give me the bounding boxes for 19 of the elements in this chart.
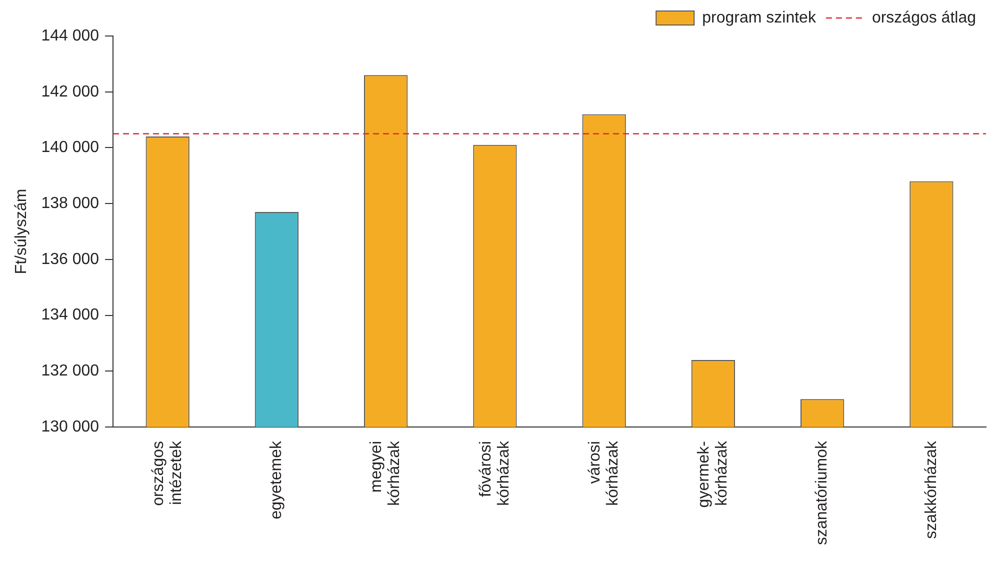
y-tick-label: 142 000 (41, 83, 100, 100)
y-tick-label: 136 000 (41, 250, 100, 268)
x-tick-label: országos intézetek (150, 440, 185, 506)
y-tick-label: 140 000 (41, 139, 100, 156)
legend-label: program szintek (702, 9, 817, 26)
x-tick-label: megyei kórházak (368, 440, 404, 506)
x-tick-label: szakkórházak (922, 440, 940, 539)
y-axis-title: Ft/súlyszám (13, 188, 30, 274)
y-tick-label: 130 000 (41, 418, 100, 436)
y-tick-label: 144 000 (41, 27, 100, 44)
y-tick-label: 132 000 (41, 362, 100, 380)
x-tick-label: szanatóriumok (814, 440, 831, 546)
x-tick-label: gyermek-kórházak (696, 440, 731, 508)
y-tick-label: 134 000 (41, 306, 100, 324)
x-tick-label: fővárosi kórházak (477, 440, 512, 506)
y-tick-label: 138 000 (41, 194, 100, 212)
legend-label: országos átlag (872, 9, 976, 26)
x-tick-label: egyetemek (268, 440, 286, 520)
x-tick-label: városi kórházak (586, 440, 622, 506)
